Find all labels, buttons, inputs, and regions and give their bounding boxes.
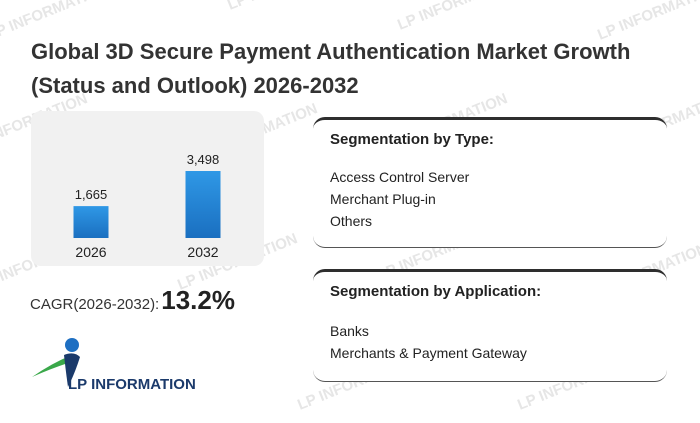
bar-value-label: 1,665 (75, 187, 108, 202)
x-tick-label: 2032 (187, 244, 218, 260)
segmentation-application-panel: Segmentation by Application: Banks Merch… (313, 269, 667, 382)
segmentation-application-list: Banks Merchants & Payment Gateway (330, 320, 527, 364)
segment-type-item: Others (330, 213, 373, 229)
logo-text: LP INFORMATION (68, 376, 196, 393)
segment-application-item: Banks (330, 323, 369, 339)
segmentation-type-panel: Segmentation by Type: Access Control Ser… (313, 117, 667, 248)
bar-2032 (185, 171, 221, 238)
segmentation-type-list: Access Control Server Merchant Plug-in O… (330, 166, 469, 232)
bar-chart: 1,665 2026 3,498 2032 (73, 152, 221, 260)
segment-type-item: Merchant Plug-in (330, 191, 436, 207)
watermark-text: LP INFORMATION (225, 0, 350, 14)
bar-2026 (73, 206, 109, 238)
page-title: Global 3D Secure Payment Authentication … (31, 39, 631, 98)
segmentation-application-heading: Segmentation by Application: (330, 283, 542, 300)
watermark-text: LP INFORMATION (395, 0, 520, 34)
segmentation-type-heading: Segmentation by Type: (330, 131, 494, 148)
bar-value-label: 3,498 (187, 152, 220, 167)
segment-application-item: Merchants & Payment Gateway (330, 345, 527, 361)
cagr-readout: CAGR(2026-2032): 13.2% (30, 285, 235, 317)
segment-type-item: Access Control Server (330, 169, 470, 185)
cagr-value: 13.2% (161, 285, 235, 315)
cagr-label: CAGR(2026-2032): (30, 296, 160, 313)
x-tick-label: 2026 (75, 244, 106, 260)
lp-information-logo: LP INFORMATION (32, 338, 196, 393)
chart-panel: 1,665 2026 3,498 2032 (31, 111, 264, 266)
